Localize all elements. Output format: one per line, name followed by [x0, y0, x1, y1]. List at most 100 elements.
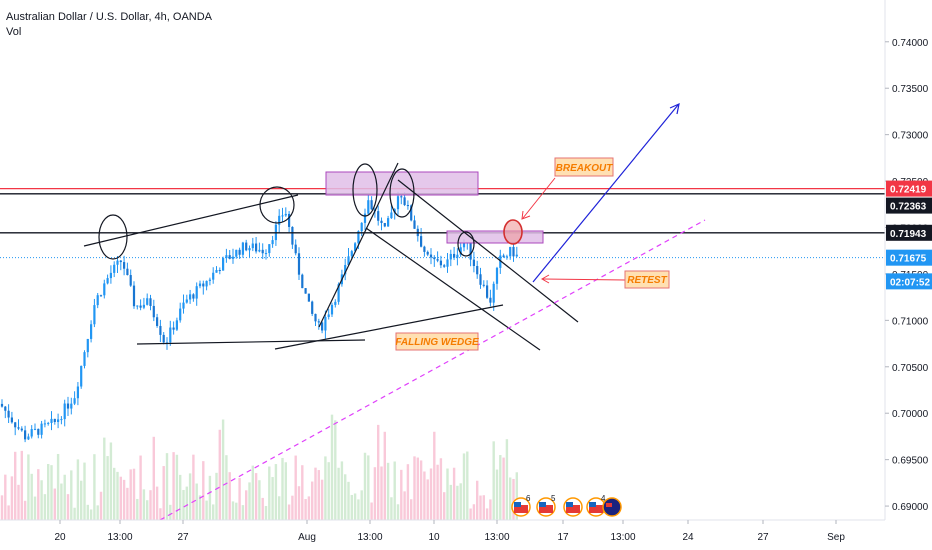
- candle-body: [20, 428, 23, 431]
- candle-body: [255, 243, 258, 252]
- volume-bar: [113, 467, 116, 520]
- candle-body: [347, 256, 350, 265]
- candle-body: [14, 422, 17, 428]
- candle-body: [314, 313, 317, 322]
- candle-body: [231, 256, 235, 259]
- volume-bar: [386, 462, 390, 520]
- candle-body: [420, 236, 423, 247]
- candle-body: [43, 423, 46, 425]
- candle-body: [175, 320, 178, 330]
- volume-bar: [311, 481, 314, 520]
- retest-label: RETEST: [624, 270, 670, 289]
- volume-bar: [99, 491, 103, 520]
- event-badge-us[interactable]: 6: [511, 494, 531, 517]
- candle-body: [495, 267, 499, 284]
- volume-bar: [443, 492, 446, 520]
- price-tick-label: 0.74000: [892, 38, 929, 49]
- volume-bar: [215, 472, 218, 520]
- volume-bar: [47, 464, 50, 520]
- volume-bar: [43, 494, 47, 520]
- event-badge-au[interactable]: [602, 497, 622, 517]
- volume-bar: [287, 504, 291, 520]
- candle-body: [96, 295, 99, 306]
- volume-indicator-label: Vol: [6, 26, 22, 38]
- volume-bar: [238, 478, 241, 520]
- volume-bar: [228, 472, 231, 520]
- volume-bar: [23, 500, 27, 520]
- candle-body: [30, 429, 33, 437]
- time-tick-label: 17: [557, 532, 569, 543]
- volume-bar: [221, 419, 225, 520]
- symbol-title: Australian Dollar / U.S. Dollar, 4h, OAN…: [6, 11, 213, 23]
- candle-body: [33, 428, 37, 430]
- candle-body: [486, 285, 489, 298]
- candle-body: [136, 305, 139, 307]
- volume-bar: [258, 480, 261, 520]
- volume-bar: [139, 455, 142, 520]
- candle-body: [63, 403, 66, 420]
- volume-bar: [502, 457, 505, 520]
- svg-text:BREAKOUT: BREAKOUT: [556, 163, 614, 174]
- volume-bar: [363, 452, 367, 520]
- swing-high-circle-1: [98, 214, 128, 260]
- horizontal-price-lines: [0, 187, 885, 259]
- time-tick-label: 13:00: [357, 532, 382, 543]
- volume-bar: [7, 505, 10, 520]
- candle-body: [235, 249, 238, 257]
- time-tick-label: 27: [757, 532, 769, 543]
- candle-body: [281, 215, 284, 217]
- volume-bar: [294, 455, 297, 520]
- swing-high-circle-3: [352, 163, 378, 217]
- volume-bar: [208, 475, 212, 520]
- candle-body: [225, 255, 228, 259]
- volume-bar: [60, 483, 63, 520]
- candle-body: [24, 430, 27, 440]
- candle-body: [505, 256, 508, 258]
- candle-body: [4, 406, 7, 411]
- projection-arrow: [532, 104, 679, 283]
- volume-bar: [439, 458, 443, 520]
- volume-bar: [27, 454, 30, 520]
- volume-bar: [248, 482, 251, 520]
- volume-bar: [195, 483, 198, 520]
- volume-bar: [66, 494, 70, 520]
- candle-body: [380, 220, 383, 223]
- candle-body: [10, 417, 13, 423]
- volume-bar: [449, 484, 452, 520]
- volume-bar: [56, 453, 60, 520]
- price-tick-label: 0.73000: [892, 131, 929, 142]
- volume-bar: [63, 474, 66, 520]
- candle-body: [433, 257, 436, 260]
- volume-bar: [231, 501, 235, 520]
- volume-bar: [251, 465, 254, 520]
- candle-body: [195, 286, 198, 299]
- volume-bar: [436, 464, 439, 520]
- candle-body: [453, 253, 456, 258]
- volume-bar: [106, 456, 109, 520]
- volume-bar: [37, 469, 40, 520]
- volume-bar: [212, 504, 215, 520]
- volume-bar: [334, 420, 337, 520]
- candle-body: [149, 298, 152, 306]
- breakout-zone: [446, 230, 544, 244]
- volume-bar: [159, 508, 162, 520]
- candle-body: [212, 272, 215, 280]
- volume-bar: [152, 436, 155, 520]
- candle-body: [459, 247, 462, 255]
- candle-body: [123, 262, 126, 269]
- candle-body: [27, 436, 30, 440]
- candle-body: [479, 274, 482, 285]
- volume-bar: [446, 468, 449, 520]
- volume-bar: [360, 490, 363, 520]
- event-badge-us[interactable]: [563, 497, 583, 517]
- candle-body: [251, 243, 254, 249]
- candle-body: [489, 297, 492, 303]
- volume-bars: [0, 414, 518, 520]
- volume-bar: [129, 469, 132, 520]
- time-axis[interactable]: 20 13:00 27 Aug 13:00 10 13:00 17 13:00 24 27 Sep: [54, 520, 845, 543]
- event-badge-us[interactable]: 5: [536, 494, 556, 517]
- volume-bar: [377, 424, 380, 520]
- volume-bar: [20, 450, 23, 520]
- volume-bar: [307, 496, 311, 520]
